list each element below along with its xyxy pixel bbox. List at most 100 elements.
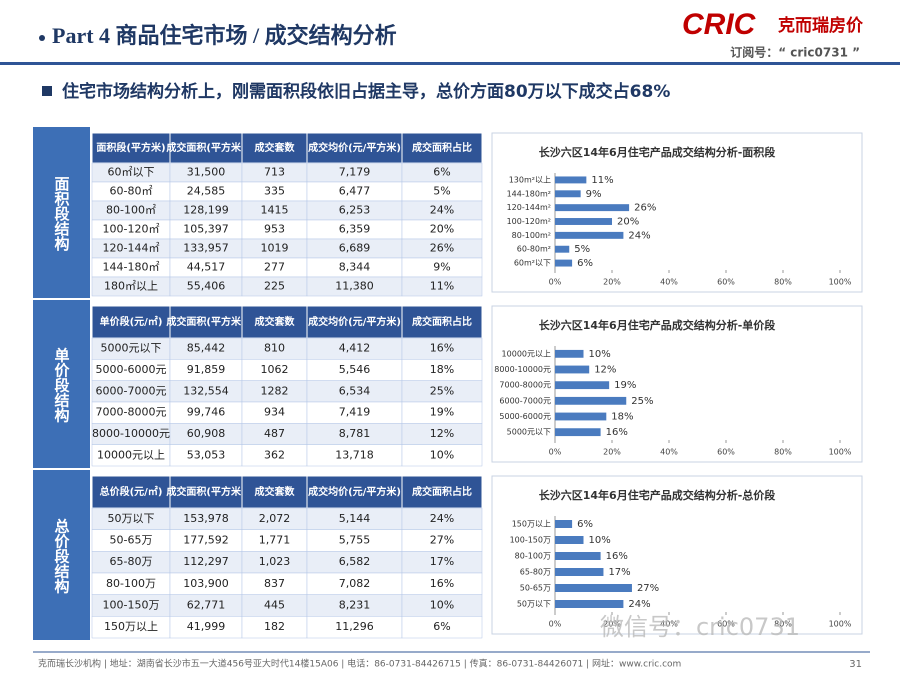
table-cell — [401, 444, 483, 467]
y-tick-label: 6000-7000元 — [499, 396, 551, 405]
bar — [555, 245, 570, 253]
bar — [555, 218, 612, 225]
table-cell-text: 8,781 — [339, 427, 371, 440]
x-tick-label: 40% — [660, 448, 678, 457]
x-tick-label: 20% — [603, 448, 621, 457]
table-cell-text: 24% — [430, 204, 454, 217]
section-label: 总价段结构 — [53, 518, 71, 595]
table-header: 成交套数 — [255, 315, 296, 328]
table-header: 成交面积(平方米) — [166, 141, 245, 154]
table-cell-text: 810 — [264, 342, 285, 355]
table-cell-text: 10000元以上 — [97, 448, 165, 461]
value-label: 16% — [606, 551, 628, 562]
value-label: 18% — [611, 412, 633, 423]
table-cell-text: 1,771 — [259, 534, 291, 547]
y-tick-label: 80-100m² — [512, 231, 551, 240]
table-cell-text: 112,297 — [183, 555, 229, 568]
square-bullet — [42, 86, 52, 96]
chart-title: 长沙六区14年6月住宅产品成交结构分析-总价段 — [539, 488, 776, 502]
table-header: 成交套数 — [255, 485, 296, 498]
table-cell-text: 11,380 — [335, 280, 374, 293]
table-cell-text: 53,053 — [187, 448, 226, 461]
bullet — [39, 35, 45, 41]
x-tick-label: 40% — [660, 620, 678, 629]
y-tick-label: 60m²以下 — [514, 259, 551, 268]
table-cell-text: 24,585 — [187, 185, 226, 198]
y-tick-label: 80-100万 — [515, 552, 551, 561]
table-cell-text: 6,477 — [339, 185, 371, 198]
table-cell-text: 5,144 — [339, 512, 371, 525]
table-cell-text: 6,359 — [339, 223, 371, 236]
logo: CRIC — [682, 8, 757, 41]
y-tick-label: 5000元以下 — [507, 428, 551, 437]
value-label: 6% — [577, 519, 593, 530]
bar — [555, 412, 607, 421]
x-tick-label: 40% — [660, 278, 678, 287]
table-cell — [401, 616, 483, 639]
value-label: 17% — [608, 567, 630, 578]
value-label: 25% — [631, 396, 653, 407]
subscription: 订阅号：“ cric0731 ” — [730, 45, 860, 60]
y-tick-label: 144-180m² — [507, 189, 551, 198]
logo-name: 克而瑞房价 — [778, 15, 864, 36]
table-header-cell — [169, 475, 243, 509]
value-label: 20% — [617, 217, 639, 228]
table-cell-text: 1,023 — [259, 555, 291, 568]
table-header-cell — [241, 475, 308, 509]
y-tick-label: 8000-10000元 — [494, 365, 551, 374]
bar — [555, 520, 573, 528]
table-cell — [401, 276, 483, 297]
table-cell-text: 837 — [264, 577, 285, 590]
table-cell-text: 5,755 — [339, 534, 371, 547]
table-cell-text: 1282 — [261, 384, 289, 397]
value-label: 19% — [614, 380, 636, 391]
table-header: 总价段(元/㎡) — [100, 485, 163, 498]
table-cell-text: 153,978 — [183, 512, 229, 525]
section-label-bg — [33, 300, 90, 468]
x-tick-label: 80% — [774, 278, 792, 287]
table-cell-text: 180㎡以上 — [104, 280, 158, 293]
table-cell-text: 9% — [433, 261, 450, 274]
bar — [555, 204, 630, 212]
bar — [555, 536, 584, 544]
table-cell-text: 44,517 — [187, 261, 226, 274]
bar — [555, 428, 601, 437]
table-cell-text: 60,908 — [187, 427, 226, 440]
table-header: 成交面积占比 — [412, 141, 472, 154]
table-cell-text: 85,442 — [187, 342, 226, 355]
table-cell-text: 128,199 — [183, 204, 229, 217]
x-tick-label: 0% — [549, 620, 562, 629]
y-tick-label: 7000-8000元 — [499, 381, 551, 390]
table-header-cell — [241, 305, 308, 339]
section-label-bg — [33, 470, 90, 640]
table-cell-text: 1415 — [261, 204, 289, 217]
table-cell-text: 60-80㎡ — [110, 185, 153, 198]
table-header: 成交均价(元/平方米) — [308, 315, 401, 328]
table-cell-text: 6,689 — [339, 242, 371, 255]
table-cell-text: 177,592 — [183, 534, 229, 547]
x-tick-label: 100% — [829, 448, 852, 457]
bar — [555, 552, 601, 560]
y-tick-label: 100-150万 — [510, 536, 551, 545]
y-tick-label: 5000-6000元 — [499, 412, 551, 421]
table-cell-text: 2,072 — [259, 512, 291, 525]
bar — [555, 584, 632, 592]
table-cell-text: 1062 — [261, 363, 289, 376]
table-cell-text: 27% — [430, 534, 454, 547]
table-cell-text: 225 — [264, 280, 285, 293]
section-label: 面积段结构 — [53, 176, 71, 252]
table-header-cell — [241, 132, 308, 164]
table-cell-text: 103,900 — [183, 577, 229, 590]
table-cell-text: 7,179 — [339, 166, 371, 179]
bar — [555, 231, 624, 239]
table-cell-text: 80-100㎡ — [106, 204, 156, 217]
subtitle: 住宅市场结构分析上，刚需面积段依旧占据主导，总价方面80万以下成交占68% — [62, 81, 670, 102]
table-cell-text: 11,296 — [335, 620, 374, 633]
footer-text: 克而瑞长沙机构 | 地址：湖南省长沙市五一大道456号亚大时代14楼15A06 … — [38, 658, 681, 670]
value-label: 10% — [589, 349, 611, 360]
bar — [555, 190, 581, 198]
table-header-cell — [306, 475, 403, 509]
table-cell-text: 62,771 — [187, 599, 226, 612]
table-cell-text: 150万以上 — [104, 620, 158, 633]
